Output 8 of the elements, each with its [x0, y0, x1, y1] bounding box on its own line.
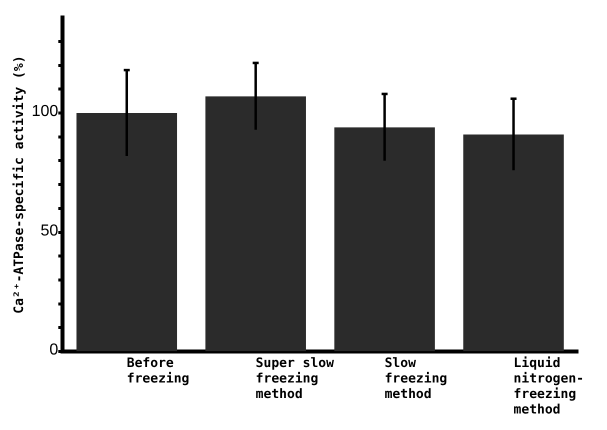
x-tick-label: Before freezing [126, 356, 190, 386]
x-tick-label: Slow freezing method [384, 356, 448, 402]
x-tick-label: Liquid nitrogen-freezing method [514, 356, 584, 418]
y-tick-label: 50 [40, 222, 58, 240]
y-axis-title: Ca²⁺-ATPase-specific activity (%) [12, 55, 28, 314]
y-tick-label: 0 [49, 342, 58, 359]
y-tick-label: 100 [32, 103, 58, 120]
x-tick-label: Super slow freezing method [256, 356, 334, 402]
